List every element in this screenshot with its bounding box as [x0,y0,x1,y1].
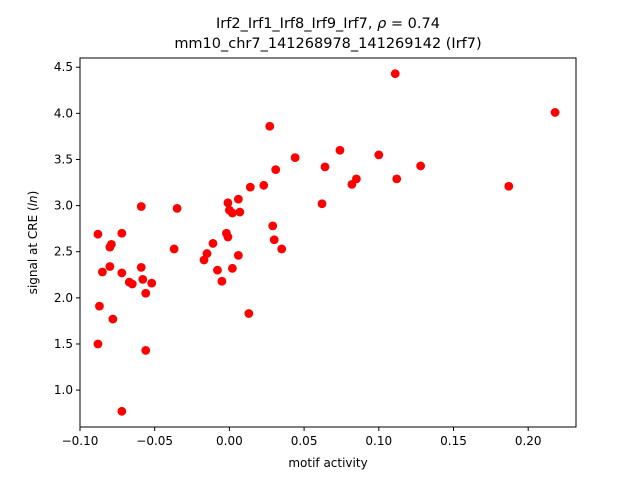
y-tick-label: 3.5 [54,152,73,166]
data-point [290,153,300,163]
data-point [268,221,278,231]
data-point [374,150,384,160]
y-axis-label: signal at CRE (ln) [26,191,40,295]
data-point [169,244,179,254]
data-point [392,174,402,184]
data-point [223,198,233,208]
data-points [93,69,560,416]
x-tick-label: 0.10 [365,434,392,448]
data-point [208,239,218,248]
y-tick-label: 2.0 [54,291,73,305]
data-point [117,406,127,416]
data-point [172,203,182,213]
data-point [202,249,212,258]
data-point [504,181,514,191]
data-point [335,145,345,155]
data-point [227,208,237,218]
data-point [235,207,245,217]
data-point [351,174,361,184]
data-point [147,278,157,288]
x-tick-label: 0.05 [291,434,318,448]
data-point [136,202,146,211]
data-point [269,235,279,245]
x-tick-label: 0.00 [216,434,243,448]
data-point [141,288,151,298]
data-point [106,239,116,249]
chart-title-line2: mm10_chr7_141268978_141269142 (Irf7) [174,36,481,52]
y-tick-label: 3.0 [54,199,73,213]
x-tick-label: 0.20 [515,434,542,448]
data-point [117,228,127,238]
data-point [95,301,104,311]
y-tick-label: 2.5 [54,245,73,259]
data-point [93,339,103,349]
data-point [317,199,327,209]
data-point [136,263,146,272]
data-point [108,314,118,324]
data-point [93,229,103,239]
y-tick-label: 1.5 [54,337,73,351]
x-tick-label: 0.15 [440,434,467,448]
data-point [265,121,275,131]
data-point [127,279,137,289]
data-point [416,161,426,171]
x-tick-label: −0.05 [136,434,173,448]
data-point [550,108,560,117]
data-point [138,275,148,284]
data-point [105,262,115,271]
data-point [217,276,227,286]
chart-title-line1: Irf2_Irf1_Irf8_Irf9_Irf7, ρ = 0.74 [216,16,440,32]
data-point [390,69,400,79]
data-point [233,194,243,204]
y-tick-label: 4.5 [54,60,73,74]
data-point [277,244,287,254]
plot-frame [79,57,577,428]
data-point [141,346,151,355]
data-point [259,180,269,190]
data-point [244,309,254,318]
y-tick-label: 4.0 [54,106,73,120]
y-axis-ticks: 1.0 1.5 2.0 2.5 3.0 3.5 4.0 4.5 [54,60,80,397]
data-point [227,263,237,273]
x-axis-label: motif activity [288,456,367,470]
x-tick-label: −0.10 [62,434,99,448]
data-point [213,265,222,275]
data-point [223,232,233,242]
data-point [98,267,107,277]
data-point [117,268,127,278]
data-point [271,165,281,175]
x-axis-ticks: −0.10 −0.05 0.00 0.05 0.10 0.15 0.20 [62,427,542,448]
data-point [245,182,255,192]
data-point [233,251,243,260]
data-point [320,162,330,172]
y-tick-label: 1.0 [54,383,73,397]
